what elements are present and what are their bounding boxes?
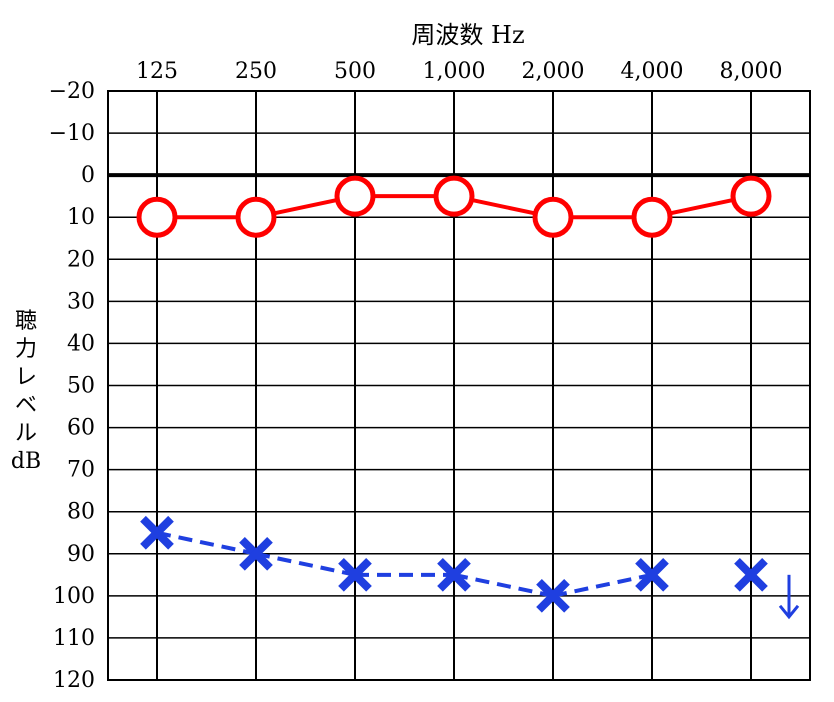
data-point-cross <box>536 579 570 613</box>
data-point-circle <box>730 175 772 217</box>
y-axis-label-char: ベ <box>14 393 37 418</box>
y-tick-label: 80 <box>67 500 95 525</box>
arrow-head <box>778 604 800 620</box>
cross-stroke <box>734 557 768 592</box>
x-tick-label: 1,000 <box>423 59 486 84</box>
y-tick-label: −10 <box>49 121 95 146</box>
y-tick-label: 110 <box>53 626 95 651</box>
y-tick-label: 0 <box>81 163 95 188</box>
y-tick-label: 120 <box>53 668 95 693</box>
data-point-circle <box>235 196 277 238</box>
series-circle <box>136 175 772 238</box>
data-point-cross <box>635 557 669 592</box>
y-tick-label: 100 <box>53 584 95 609</box>
series-cross <box>140 515 800 620</box>
chart-title: 周波数 Hz <box>411 21 524 49</box>
data-point-cross <box>140 515 174 550</box>
data-point-cross <box>734 557 768 592</box>
y-tick-label: 50 <box>67 374 95 399</box>
x-tick-label: 4,000 <box>621 59 684 84</box>
cross-stroke <box>536 579 570 613</box>
y-tick-label: 70 <box>67 458 95 483</box>
cross-stroke <box>437 557 471 592</box>
cross-stroke <box>239 536 273 571</box>
data-point-circle <box>433 175 475 217</box>
no-response-arrow <box>778 574 800 620</box>
y-axis-label-char: レ <box>14 365 37 390</box>
series-segment <box>453 572 554 598</box>
cross-stroke <box>338 557 372 592</box>
y-tick-label: 90 <box>67 542 95 567</box>
y-axis-label-char: 力 <box>14 337 37 362</box>
y-tick-label: −20 <box>49 79 95 104</box>
data-point-circle <box>334 175 376 217</box>
data-point-cross <box>437 557 471 592</box>
y-tick-label: 40 <box>67 331 95 356</box>
cross-stroke <box>140 515 174 550</box>
y-axis-label-char: ル <box>14 421 37 446</box>
y-tick-labels: −20 −10 0 10 20 30 40 50 60 70 80 90 100 110 120 <box>49 79 95 693</box>
data-point-circle <box>631 196 673 238</box>
y-tick-label: 30 <box>67 289 95 314</box>
x-tick-labels: 125 250 500 1,000 2,000 4,000 8,000 <box>136 59 782 84</box>
data-point-cross <box>338 557 372 592</box>
y-tick-label: 20 <box>67 247 95 272</box>
series-segment <box>255 551 356 577</box>
x-tick-label: 125 <box>136 59 178 84</box>
y-axis-label-char: 聴 <box>14 309 37 334</box>
series-segment <box>552 572 653 598</box>
y-tick-label: 10 <box>67 205 95 230</box>
x-tick-label: 2,000 <box>522 59 585 84</box>
data-point-circle <box>532 196 574 238</box>
x-tick-label: 500 <box>334 59 376 84</box>
series-layer <box>136 175 800 620</box>
y-tick-label: 60 <box>67 416 95 441</box>
x-tick-label: 250 <box>235 59 277 84</box>
x-tick-label: 8,000 <box>720 59 783 84</box>
y-axis-label: 聴力レベル dB <box>0 308 52 476</box>
cross-stroke <box>635 557 669 592</box>
y-axis-label-unit: dB <box>10 449 42 474</box>
data-point-circle <box>136 196 178 238</box>
grid <box>107 90 811 681</box>
data-point-cross <box>239 536 273 571</box>
series-segment <box>156 530 257 556</box>
